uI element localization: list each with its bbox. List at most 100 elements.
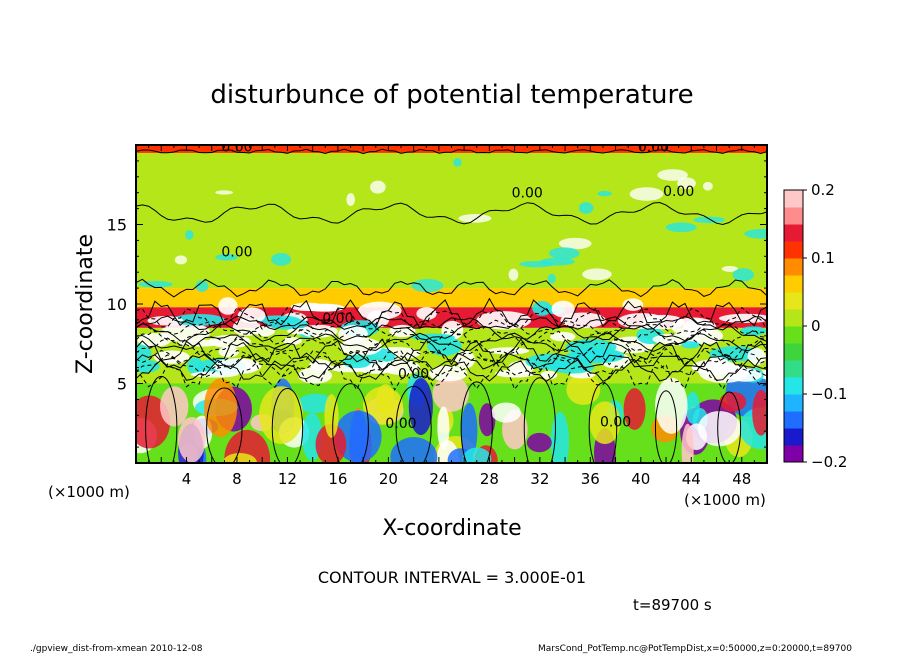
eddy-lower <box>203 378 238 437</box>
eddy-upper <box>370 180 386 194</box>
colorbar-tick-label: −0.1 <box>811 385 847 403</box>
eddy-middle <box>283 337 302 345</box>
colorbar-segment <box>784 224 803 242</box>
eddy-upper <box>271 252 292 266</box>
x-tick-label: 16 <box>328 470 347 488</box>
contour-loop <box>460 381 493 463</box>
y-axis-ticks: 5 10 15 <box>107 160 767 448</box>
x-tick-label: 48 <box>732 470 751 488</box>
eddy-middle <box>740 326 767 336</box>
contour-line <box>136 297 767 330</box>
contour-loop <box>523 377 556 463</box>
contour-line <box>136 319 767 337</box>
colorbar <box>783 189 804 463</box>
contour-label: 0.00 <box>638 139 669 155</box>
colorbar-segment <box>784 258 803 276</box>
contour-label: 0.00 <box>600 414 631 430</box>
x-axis-label: X-coordinate <box>382 516 521 541</box>
contour-line <box>136 359 767 391</box>
colorbar-segment <box>784 445 803 463</box>
eddy-middle <box>290 302 325 312</box>
eddy-upper <box>597 190 612 197</box>
eddy-upper <box>453 158 462 167</box>
eddy-middle <box>136 359 160 373</box>
contour-line <box>136 358 767 383</box>
eddy-upper <box>195 280 209 292</box>
eddy-lower <box>589 401 621 445</box>
eddy-middle <box>494 369 536 378</box>
contour-line <box>136 338 767 366</box>
colorbar-segment <box>784 428 803 446</box>
time-text: t=89700 s <box>633 596 712 614</box>
contour-label: 0.00 <box>398 367 429 383</box>
eddy-lower <box>681 423 694 463</box>
eddy-lower <box>752 389 767 436</box>
colorbar-tick-label: 0 <box>811 317 821 335</box>
eddy-lower <box>432 375 469 412</box>
eddy-upper <box>411 279 444 293</box>
field-eddies <box>136 158 767 463</box>
contour-label: 0.00 <box>221 244 252 260</box>
eddy-lower <box>297 393 334 414</box>
y-axis-label: Z-coordinate <box>73 234 98 374</box>
eddy-lower <box>408 378 433 436</box>
eddy-lower <box>491 402 521 423</box>
eddy-upper <box>539 257 576 266</box>
contour-loop <box>395 385 432 463</box>
colorbar-tick-label: 0.2 <box>811 181 835 199</box>
eddy-middle <box>298 367 333 384</box>
eddy-upper <box>732 268 755 282</box>
contour-line <box>136 328 767 346</box>
eddy-middle <box>147 315 184 326</box>
eddy-upper <box>174 255 188 265</box>
chart-title: disturbunce of potential temperature <box>210 80 693 110</box>
eddy-middle <box>671 317 717 337</box>
eddy-lower <box>177 416 206 463</box>
contour-lines <box>136 148 767 463</box>
colorbar-segment <box>784 343 803 361</box>
x-tick-label: 20 <box>379 470 398 488</box>
eddy-upper <box>657 169 688 181</box>
eddy-lower <box>259 386 304 444</box>
contour-label: 0.00 <box>663 184 694 200</box>
colorbar-labels: 0.2 0.1 0 −0.1 −0.2 <box>803 181 847 471</box>
colorbar-segment <box>784 394 803 412</box>
contour-line <box>136 337 767 356</box>
x-tick-label: 44 <box>682 470 701 488</box>
colorbar-tick-label: 0.1 <box>811 249 835 267</box>
eddy-middle <box>309 359 331 370</box>
x-unit-right: (×1000 m) <box>684 491 766 509</box>
eddy-upper <box>721 265 738 272</box>
footer-right: MarsCond_PotTemp.nc@PotTempDist,x=0:5000… <box>538 644 852 654</box>
eddy-middle <box>551 300 575 318</box>
contour-loop <box>588 382 618 463</box>
x-tick-label: 12 <box>278 470 297 488</box>
contour-loop <box>206 387 243 463</box>
eddy-middle <box>160 322 211 343</box>
band-5 <box>136 145 767 153</box>
x-axis-ticks: 4 8 12 16 20 24 28 32 36 40 44 48 <box>148 145 755 488</box>
contour-line <box>136 347 767 366</box>
eddy-middle <box>532 300 552 316</box>
contour-line <box>136 352 767 371</box>
x-tick-label: 24 <box>429 470 448 488</box>
x-tick-label: 28 <box>480 470 499 488</box>
colorbar-tick-label: −0.2 <box>811 453 847 471</box>
eddy-middle <box>487 347 530 355</box>
eddy-upper <box>677 177 696 190</box>
eddy-upper <box>547 273 556 284</box>
contour-loop <box>271 388 304 463</box>
footer-left: ./gpview_dist-from-xmean 2010-12-08 <box>30 644 203 654</box>
eddy-upper <box>549 247 580 260</box>
colorbar-segment <box>784 326 803 344</box>
eddy-middle <box>389 324 416 338</box>
x-tick-label: 8 <box>232 470 242 488</box>
eddy-lower <box>719 391 747 412</box>
eddy-middle <box>565 349 622 363</box>
eddy-lower <box>376 384 395 416</box>
eddy-middle <box>416 307 437 321</box>
eddy-middle <box>560 312 606 329</box>
eddy-upper <box>346 193 355 206</box>
eddy-upper <box>629 187 664 201</box>
